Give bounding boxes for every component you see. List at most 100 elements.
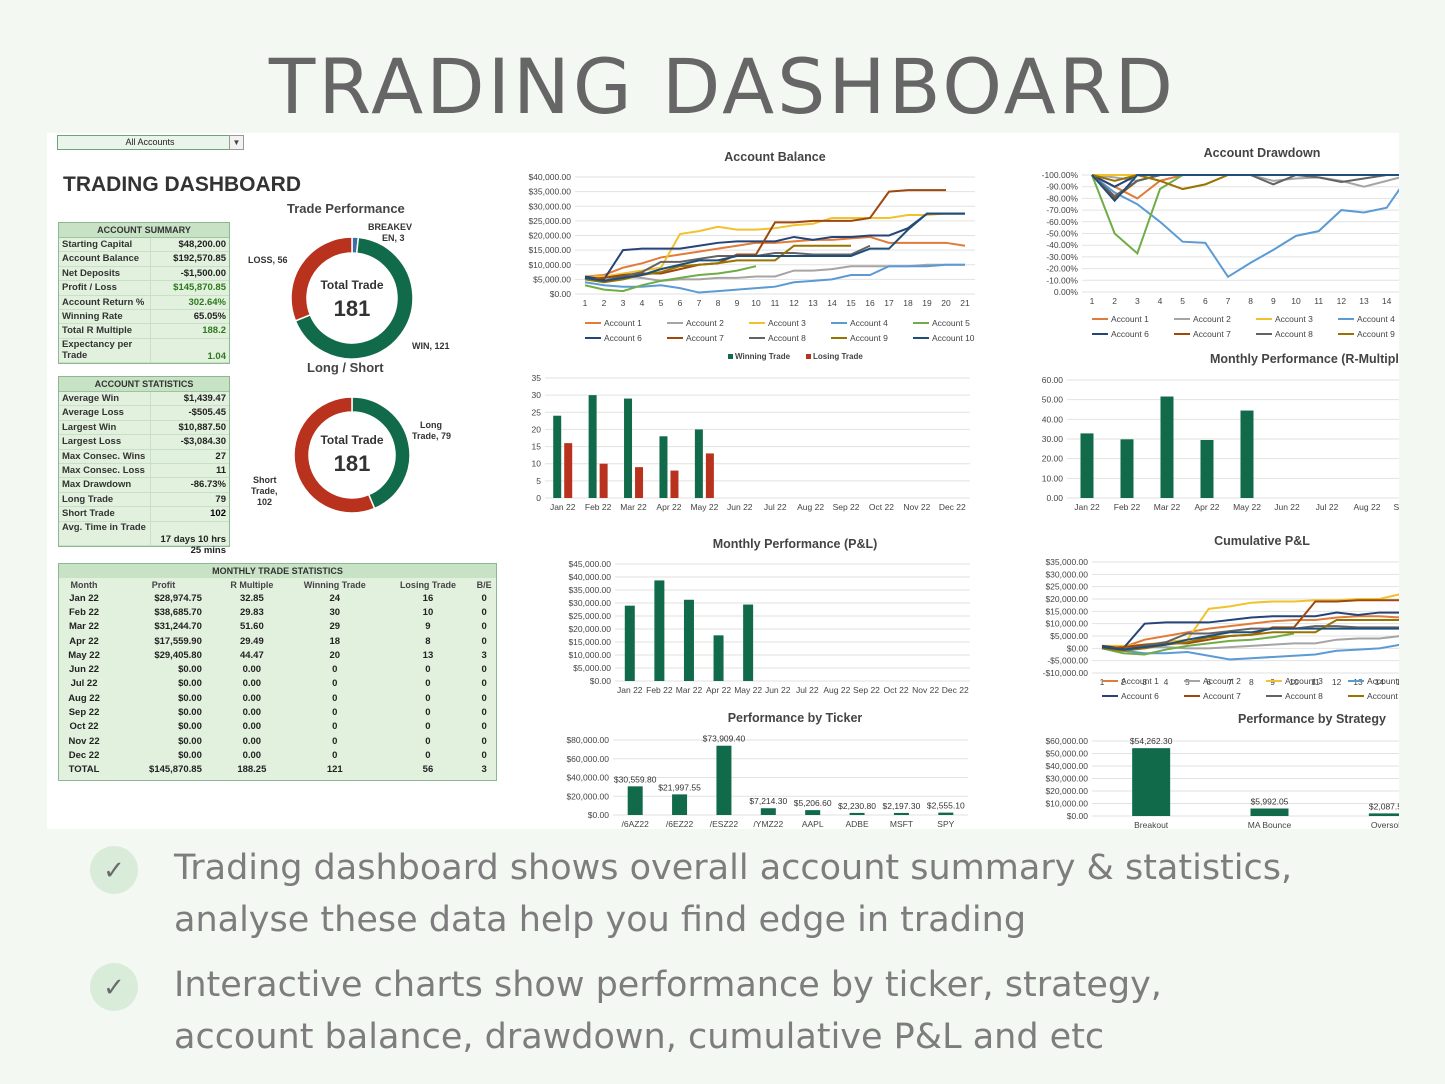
- series-line[interactable]: [584, 212, 965, 281]
- y-tick-label: -70.00%: [1046, 205, 1078, 215]
- table-cell: 0: [481, 692, 487, 704]
- account-balance-chart[interactable]: $0.00 $5,000.00 $10,000.00 $15,000.00 $20,00…: [515, 147, 977, 347]
- x-tick-label: 16: [865, 298, 875, 308]
- account-drawdown-chart[interactable]: 0.00% -10.00%-20.00% -30.00% -40.00%-50.00%…: [992, 143, 1399, 343]
- stat-row: Max Consec. Wins 27: [59, 449, 229, 464]
- table-cell: 0.00: [242, 707, 262, 719]
- monthly-stats-header: MONTHLY TRADE STATISTICS: [59, 564, 496, 578]
- y-tick-label: 0: [536, 493, 541, 503]
- series-line[interactable]: [1101, 611, 1399, 650]
- series-line[interactable]: [584, 244, 871, 282]
- bar[interactable]: [672, 794, 688, 815]
- series-line[interactable]: [1101, 632, 1295, 656]
- bar[interactable]: [624, 398, 633, 498]
- bar[interactable]: [1080, 433, 1094, 498]
- bar[interactable]: [713, 635, 724, 681]
- series-line[interactable]: [1091, 173, 1399, 198]
- bar[interactable]: [1200, 440, 1214, 498]
- bar[interactable]: [564, 443, 573, 498]
- table-row: Jul 22 $0.00 0.00 0 0 0: [59, 677, 496, 691]
- table-row: Apr 22 $17,559.90 29.49 18 8 0: [59, 634, 496, 648]
- monthly-pnl-chart[interactable]: $0.00 $5,000.00 $10,000.00 $15,000.00 $20,00…: [515, 536, 977, 696]
- performance-by-strategy-chart[interactable]: $0.00 $10,000.00 $20,000.00 $30,000.00 $40,0…: [992, 711, 1399, 829]
- winning-losing-trades-chart[interactable]: 0 5 10 15 20 25 30 35 Jan 22 Feb 22 Mar 22 Apr 22 Ma…: [515, 348, 977, 524]
- bar[interactable]: [893, 812, 909, 815]
- series-line[interactable]: [1101, 615, 1399, 649]
- bar[interactable]: [683, 599, 694, 681]
- trade-performance-donut[interactable]: Total Trade 181 LOSS, 56 WIN, 121 BREAKE…: [237, 215, 497, 365]
- bar[interactable]: [1368, 813, 1399, 816]
- bar[interactable]: [1120, 439, 1134, 498]
- series-line[interactable]: [584, 265, 757, 293]
- series-line[interactable]: [1091, 174, 1399, 203]
- bar[interactable]: [627, 786, 643, 815]
- account-statistics-table: ACCOUNT STATISTICS Average Win $1,439.47 A…: [58, 376, 230, 556]
- x-tick-label: 10: [1291, 296, 1301, 306]
- series-line[interactable]: [1101, 622, 1399, 651]
- bar[interactable]: [1160, 396, 1174, 498]
- column-header: Profit: [151, 579, 176, 590]
- bar[interactable]: [659, 436, 668, 498]
- y-tick-label: $20,000.00: [566, 791, 609, 801]
- long-short-donut[interactable]: Total Trade 181 Long Trade, 79 Short Tra…: [237, 391, 497, 521]
- x-tick-label: 15: [846, 298, 856, 308]
- table-cell: 0: [481, 735, 487, 747]
- series-line[interactable]: [584, 235, 966, 278]
- monthly-r-multiple-chart[interactable]: 0.00 10.00 20.00 30.00 40.00 50.00 60.00 Monthl…: [992, 348, 1399, 524]
- x-tick-label: Feb 22: [1114, 502, 1141, 512]
- bar[interactable]: [760, 808, 776, 815]
- y-tick-label: $25,000.00: [528, 216, 571, 226]
- stat-label: Short Trade: [59, 507, 151, 521]
- short-slice-label-1: Short: [253, 475, 277, 485]
- table-cell: 0: [425, 735, 431, 747]
- data-label: $2,230.80: [838, 801, 876, 811]
- win-slice[interactable]: [294, 236, 414, 360]
- bar[interactable]: [805, 810, 821, 815]
- x-tick-label: Jun 22: [1274, 502, 1300, 512]
- bar[interactable]: [624, 605, 635, 681]
- x-tick-label: Jan 22: [550, 502, 576, 512]
- bar[interactable]: [635, 467, 644, 498]
- performance-by-ticker-chart[interactable]: $0.00 $20,000.00 $40,000.00 $60,000.00 $80,0…: [515, 710, 977, 829]
- bar[interactable]: [1132, 748, 1171, 816]
- bar[interactable]: [743, 604, 754, 681]
- loss-slice[interactable]: [290, 236, 353, 322]
- bar[interactable]: [599, 463, 608, 498]
- bar[interactable]: [553, 415, 562, 498]
- stat-row: Profit / Loss $145,870.85: [59, 281, 229, 296]
- bar[interactable]: [1240, 410, 1254, 498]
- short-slice[interactable]: [293, 396, 376, 514]
- x-tick-label: 14: [1375, 677, 1385, 687]
- stat-row: Max Drawdown -86.73%: [59, 478, 229, 493]
- cumulative-pnl-chart[interactable]: -$10,000.00 -$5,000.00 $0.00 $5,000.00 $10,0…: [992, 531, 1399, 707]
- chevron-down-icon[interactable]: ▼: [229, 135, 244, 150]
- column-header: R Multiple: [230, 579, 274, 590]
- y-tick-label: $60,000.00: [1045, 736, 1088, 746]
- legend-label: Account 5: [932, 318, 970, 328]
- account-filter-dropdown[interactable]: All Accounts: [57, 135, 243, 150]
- series-line[interactable]: [1101, 643, 1399, 661]
- bar[interactable]: [654, 580, 665, 681]
- bar[interactable]: [1250, 808, 1289, 816]
- x-tick-label: 6: [1203, 296, 1208, 306]
- x-tick-label: 10: [1289, 677, 1299, 687]
- legend-label: Account 4: [1357, 314, 1395, 324]
- x-tick-label: Jan 22: [617, 685, 643, 695]
- x-tick-label: /6AZ22: [621, 819, 649, 829]
- table-cell: 0: [425, 664, 431, 676]
- bar[interactable]: [705, 453, 714, 498]
- series-line[interactable]: [1091, 174, 1399, 279]
- bar[interactable]: [938, 812, 954, 815]
- bullet-item: ✓ Trading dashboard shows overall accoun…: [90, 842, 1390, 946]
- bar[interactable]: [588, 395, 597, 498]
- bar[interactable]: [716, 745, 732, 815]
- series-line[interactable]: [584, 263, 965, 294]
- series-line[interactable]: [584, 212, 965, 282]
- bar[interactable]: [670, 470, 679, 498]
- bar[interactable]: [849, 812, 865, 815]
- series-line[interactable]: [1101, 621, 1399, 651]
- table-cell: 0: [425, 678, 431, 690]
- y-tick-label: $0.00: [588, 810, 610, 820]
- bar[interactable]: [694, 429, 703, 498]
- table-cell: 29.83: [239, 606, 264, 618]
